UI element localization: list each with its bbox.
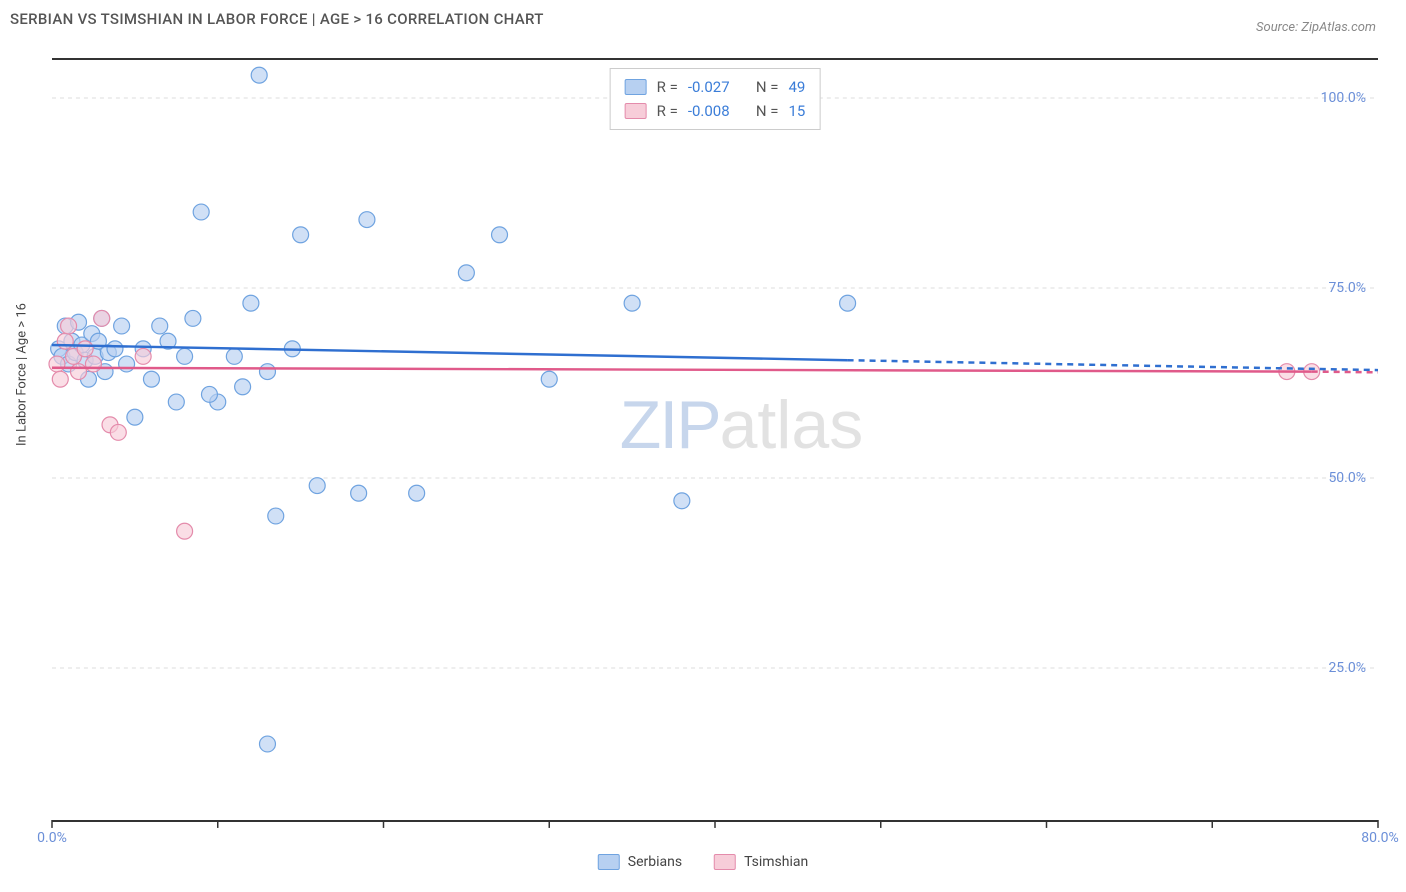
- legend-label: Tsimshian: [744, 854, 808, 870]
- source-attribution: Source: ZipAtlas.com: [1256, 20, 1376, 35]
- legend-item: Tsimshian: [714, 854, 808, 870]
- y-tick-label: 75.0%: [1328, 280, 1366, 296]
- correlation-legend: R = -0.027 N = 49 R = -0.008 N = 15: [610, 68, 821, 130]
- legend-swatch: [598, 854, 620, 870]
- chart-title: SERBIAN VS TSIMSHIAN IN LABOR FORCE | AG…: [10, 10, 1396, 28]
- y-tick-label: 25.0%: [1328, 660, 1366, 676]
- chart-container: SERBIAN VS TSIMSHIAN IN LABOR FORCE | AG…: [10, 10, 1396, 882]
- x-tick-label: 80.0%: [1361, 830, 1399, 846]
- y-tick-label: 50.0%: [1328, 470, 1366, 486]
- plot-area: R = -0.027 N = 49 R = -0.008 N = 15 ZIPa…: [52, 58, 1378, 822]
- legend-label: Serbians: [628, 854, 682, 870]
- plot-svg: [52, 60, 1378, 820]
- legend-swatch: [625, 79, 647, 95]
- correlation-legend-row: R = -0.008 N = 15: [625, 99, 806, 123]
- legend-item: Serbians: [598, 854, 682, 870]
- correlation-legend-row: R = -0.027 N = 49: [625, 75, 806, 99]
- x-tick-label: 0.0%: [37, 830, 67, 846]
- y-tick-label: 100.0%: [1321, 90, 1366, 106]
- series-legend: Serbians Tsimshian: [598, 854, 808, 870]
- legend-swatch: [714, 854, 736, 870]
- legend-swatch: [625, 103, 647, 119]
- y-axis-label: In Labor Force | Age > 16: [15, 303, 30, 446]
